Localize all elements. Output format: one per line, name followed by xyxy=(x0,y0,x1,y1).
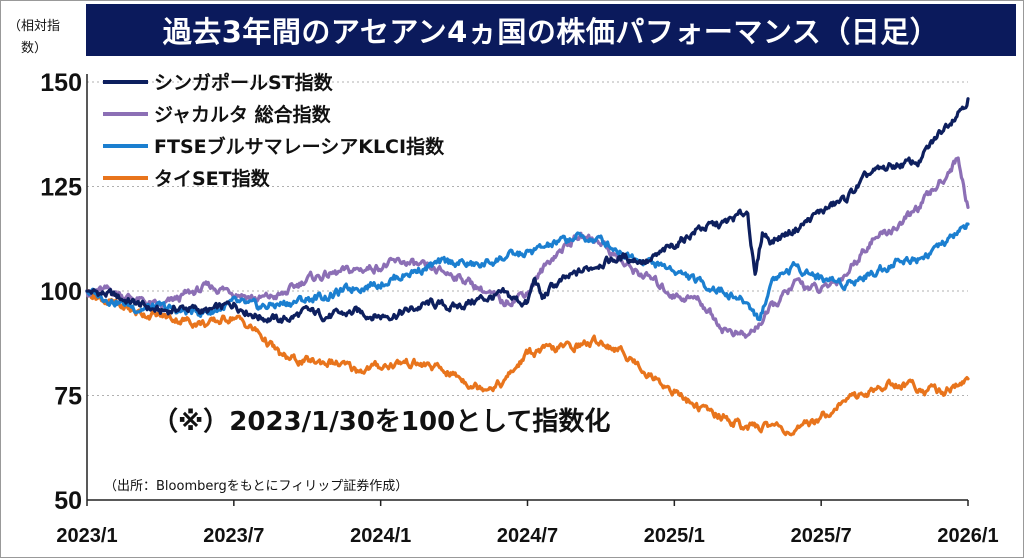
y-tick-label: 150 xyxy=(40,69,82,97)
y-tick-label: 75 xyxy=(54,383,82,411)
source-note: （出所：Bloombergをもとにフィリップ証券作成） xyxy=(104,478,408,494)
legend-label: ジャカルタ 総合指数 xyxy=(154,103,332,126)
x-tick-label: 2025/1 xyxy=(644,525,705,547)
x-tick-label: 2024/1 xyxy=(350,525,411,547)
index-note: （※）2023/1/30を100として指数化 xyxy=(152,407,610,437)
chart-title: 過去3年間のアセアン4ヵ国の株価パフォーマンス（日足） xyxy=(162,15,940,49)
x-tick-label: 2023/7 xyxy=(203,525,264,547)
x-tick-label: 2025/7 xyxy=(791,525,852,547)
y-axis-unit-label: （相対指数） xyxy=(7,19,60,56)
legend-label: FTSEブルサマレーシアKLCI指数 xyxy=(154,135,445,158)
y-tick-label: 100 xyxy=(40,278,82,306)
x-tick-label: 2023/1 xyxy=(56,525,117,547)
series-line-4 xyxy=(85,289,970,437)
x-tick-label: 2024/7 xyxy=(497,525,558,547)
x-tick-label: 2026/1 xyxy=(937,525,998,547)
y-tick-label: 125 xyxy=(40,174,82,202)
series-line-3 xyxy=(85,222,970,322)
y-axis-ticks: 50 75 100 125 150 xyxy=(40,69,82,515)
title-banner: 過去3年間のアセアン4ヵ国の株価パフォーマンス（日足） xyxy=(86,4,1016,56)
y-tick-label: 50 xyxy=(54,487,82,515)
series-line-1 xyxy=(85,97,970,324)
legend-label: タイSET指数 xyxy=(154,167,271,190)
grid-lines xyxy=(87,81,968,396)
series-lines xyxy=(85,97,970,437)
axes xyxy=(86,74,968,501)
x-axis-ticks: 2023/1 2023/7 2024/1 2024/7 2025/1 2025/7 2026… xyxy=(56,500,999,547)
legend-label: シンガポールST指数 xyxy=(154,71,334,94)
